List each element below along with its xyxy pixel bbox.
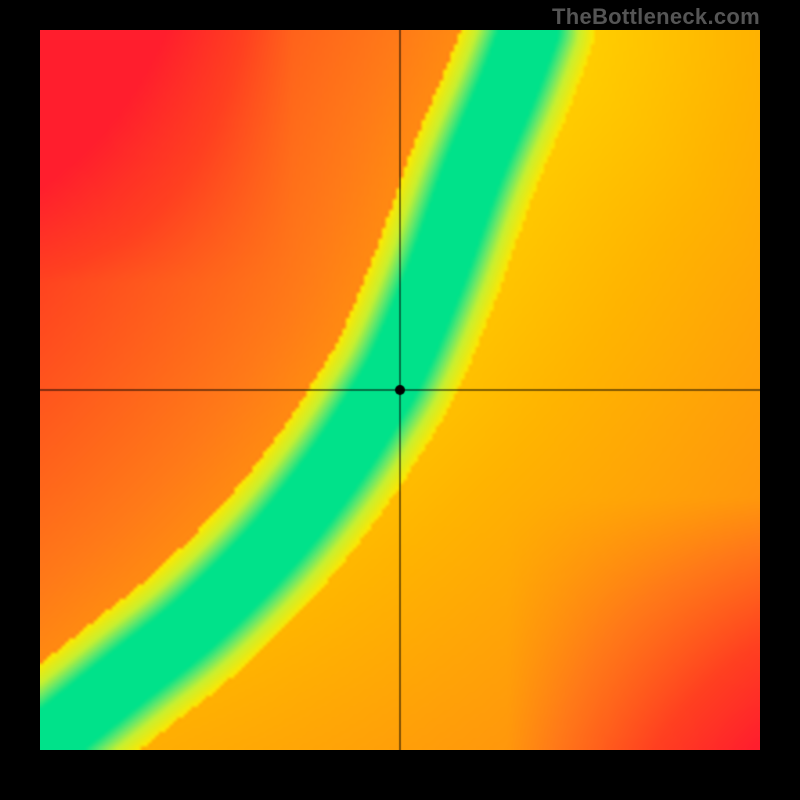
watermark-text: TheBottleneck.com xyxy=(552,4,760,30)
plot-frame xyxy=(40,30,760,750)
overlay-canvas xyxy=(40,30,760,750)
root-container: TheBottleneck.com xyxy=(0,0,800,800)
